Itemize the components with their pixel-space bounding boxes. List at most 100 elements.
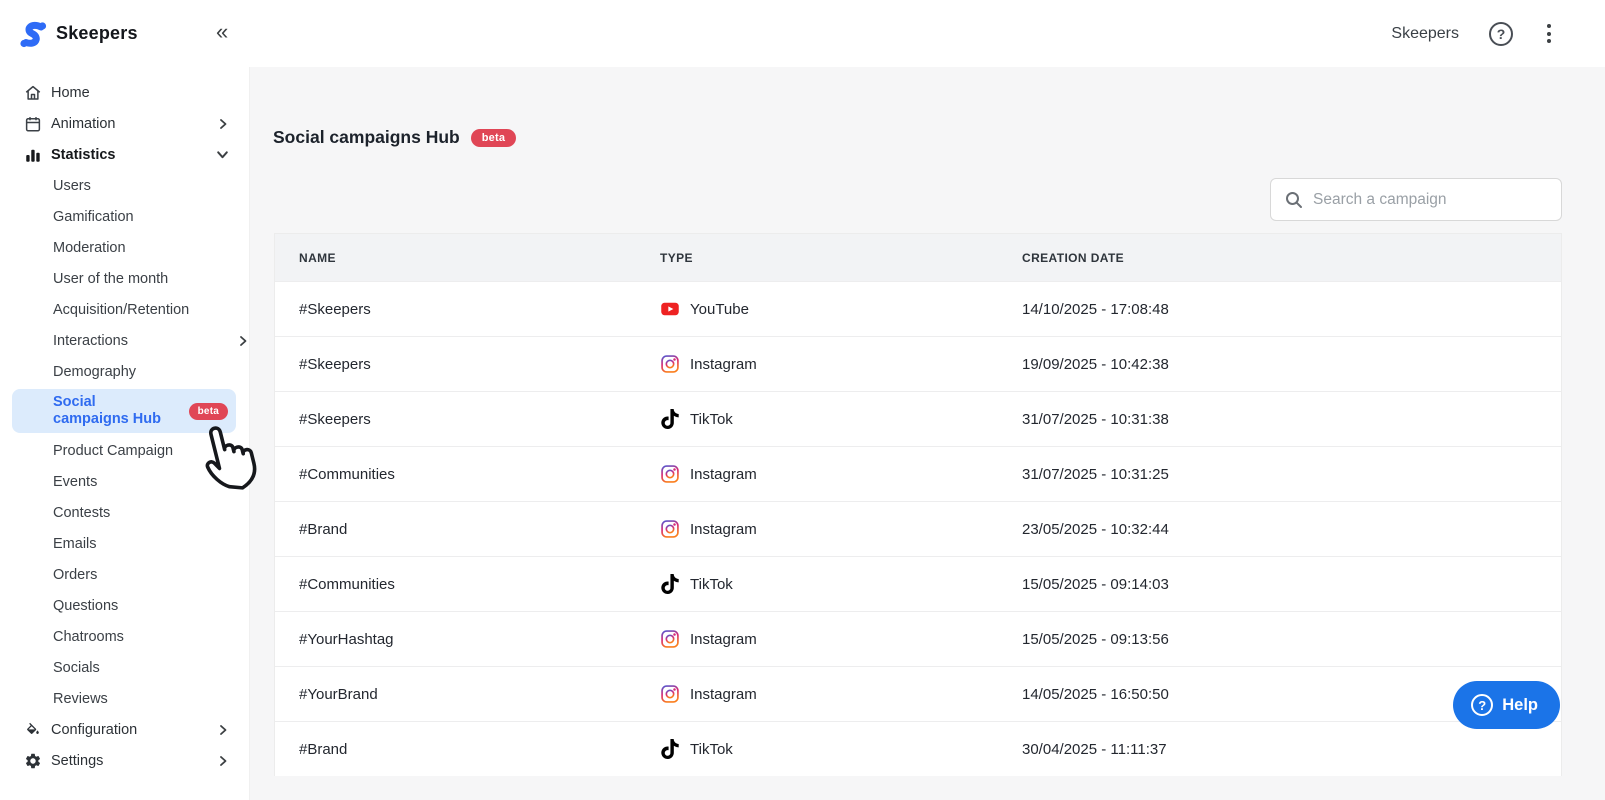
youtube-icon	[660, 299, 680, 319]
beta-badge: beta	[470, 128, 517, 147]
instagram-icon	[660, 629, 680, 649]
campaigns-table: NAME TYPE CREATION DATE #Skeepers YouTube…	[274, 233, 1562, 776]
table-row[interactable]: #Brand Instagram 23/05/2025 - 10:32:44	[275, 501, 1561, 556]
table-row[interactable]: #Communities Instagram 31/07/2025 - 10:31:…	[275, 446, 1561, 501]
sidebar-item-label: Gamification	[53, 208, 134, 225]
sidebar-item-demography[interactable]: Demography	[0, 356, 249, 387]
sidebar-item-label: Acquisition/Retention	[53, 301, 190, 318]
topbar: Skeepers « Skeepers ?	[0, 0, 1605, 67]
chevron-down-icon	[216, 148, 229, 161]
table-row[interactable]: #YourBrand Instagram 14/05/2025 - 16:50:50	[275, 666, 1561, 721]
platform-label: Instagram	[690, 685, 757, 703]
campaign-name: #Brand	[299, 520, 348, 538]
sidebar-item-moderation[interactable]: Moderation	[0, 232, 249, 263]
campaign-type: Instagram	[660, 684, 1022, 704]
table-row[interactable]: #Skeepers YouTube 14/10/2025 - 17:08:48	[275, 281, 1561, 336]
help-button[interactable]: ? Help	[1453, 681, 1560, 729]
campaign-type: TikTok	[660, 739, 1022, 759]
sidebar-item-label: Contests	[53, 504, 111, 521]
platform-label: TikTok	[690, 410, 733, 428]
brand-name: Skeepers	[56, 23, 138, 43]
platform-label: TikTok	[690, 740, 733, 758]
sidebar-item-label: Users	[53, 177, 91, 194]
home-icon	[24, 84, 42, 102]
bar-chart-icon	[24, 146, 42, 164]
sidebar-item-contests[interactable]: Contests	[0, 497, 249, 528]
table-row[interactable]: #YourHashtag Instagram 15/05/2025 - 09:13:…	[275, 611, 1561, 666]
page-title: Social campaigns Hub	[273, 127, 460, 147]
table-row[interactable]: #Communities TikTok 15/05/2025 - 09:14:03	[275, 556, 1561, 611]
sidebar-item-label: Questions	[53, 597, 119, 614]
search-box[interactable]	[1270, 178, 1562, 221]
kebab-menu-icon[interactable]	[1543, 20, 1555, 47]
sidebar-collapse-icon[interactable]: «	[216, 19, 229, 44]
sidebar-item-acquisition-retention[interactable]: Acquisition/Retention	[0, 294, 249, 325]
sidebar-item-home[interactable]: Home	[0, 77, 249, 108]
brand: Skeepers	[0, 18, 138, 50]
creation-date: 14/05/2025 - 16:50:50	[1022, 685, 1169, 703]
sidebar-beta-badge: beta	[188, 402, 228, 420]
tiktok-icon	[660, 409, 680, 429]
table-header-row: NAME TYPE CREATION DATE	[275, 234, 1561, 281]
tiktok-icon	[660, 574, 680, 594]
column-header-name: NAME	[299, 250, 336, 265]
campaign-type: Instagram	[660, 519, 1022, 539]
platform-label: TikTok	[690, 575, 733, 593]
sidebar-item-chatrooms[interactable]: Chatrooms	[0, 621, 249, 652]
table-row[interactable]: #Skeepers TikTok 31/07/2025 - 10:31:38	[275, 391, 1561, 446]
calendar-icon	[24, 115, 42, 133]
sidebar-item-configuration[interactable]: Configuration	[0, 714, 249, 745]
column-header-type: TYPE	[660, 250, 693, 265]
sidebar-item-reviews[interactable]: Reviews	[0, 683, 249, 714]
sidebar-item-label: Moderation	[53, 239, 126, 256]
sidebar-item-label: Configuration	[51, 721, 138, 738]
campaign-name: #Skeepers	[299, 355, 371, 373]
campaign-name: #Communities	[299, 465, 395, 483]
campaign-type: TikTok	[660, 409, 1022, 429]
sidebar-item-label: Emails	[53, 535, 97, 552]
campaign-type: Instagram	[660, 354, 1022, 374]
sidebar-item-events[interactable]: Events	[0, 466, 249, 497]
campaign-name: #Skeepers	[299, 410, 371, 428]
sidebar-item-label: Product Campaign	[53, 442, 174, 459]
sidebar-item-questions[interactable]: Questions	[0, 590, 249, 621]
platform-label: Instagram	[690, 630, 757, 648]
sidebar-item-social-campaigns-hub[interactable]: Social campaigns Hub beta	[12, 389, 236, 433]
sidebar-item-interactions[interactable]: Interactions	[0, 325, 249, 356]
sidebar-item-socials[interactable]: Socials	[0, 652, 249, 683]
sidebar-item-users[interactable]: Users	[0, 170, 249, 201]
campaign-name: #YourHashtag	[299, 630, 394, 648]
campaign-type: Instagram	[660, 464, 1022, 484]
search-input[interactable]	[1313, 190, 1547, 209]
sidebar-item-product-campaign[interactable]: Product Campaign	[0, 435, 249, 466]
sidebar-item-settings[interactable]: Settings	[0, 745, 249, 776]
platform-label: YouTube	[690, 300, 749, 318]
help-circle-icon[interactable]: ?	[1489, 21, 1513, 46]
sidebar-item-animation[interactable]: Animation	[0, 108, 249, 139]
column-header-creation-date: CREATION DATE	[1022, 250, 1125, 265]
sidebar-item-emails[interactable]: Emails	[0, 528, 249, 559]
sidebar-item-statistics[interactable]: Statistics	[0, 139, 249, 170]
main-content: Social campaigns Hub beta NAME TYPE CREA…	[250, 67, 1605, 800]
campaign-name: #Communities	[299, 575, 395, 593]
sidebar-item-label: Demography	[53, 363, 137, 380]
instagram-icon	[660, 464, 680, 484]
sidebar-item-orders[interactable]: Orders	[0, 559, 249, 590]
table-row[interactable]: #Skeepers Instagram 19/09/2025 - 10:42:38	[275, 336, 1561, 391]
paint-icon	[24, 721, 42, 739]
table-row[interactable]: #Brand TikTok 30/04/2025 - 11:11:37	[275, 721, 1561, 776]
page-title-row: Social campaigns Hub beta	[273, 127, 517, 148]
creation-date: 14/10/2025 - 17:08:48	[1022, 300, 1169, 318]
account-name[interactable]: Skeepers	[1391, 24, 1459, 42]
chevron-right-icon	[217, 755, 229, 767]
sidebar-item-label: Settings	[51, 752, 104, 769]
sidebar-nav: Home Animation Statistics Users Gamification…	[0, 67, 249, 776]
sidebar-item-gamification[interactable]: Gamification	[0, 201, 249, 232]
table-body: #Skeepers YouTube 14/10/2025 - 17:08:48 #Sk…	[275, 281, 1561, 776]
sidebar-item-label: Events	[53, 473, 98, 490]
instagram-icon	[660, 684, 680, 704]
sidebar-item-user-of-the-month[interactable]: User of the month	[0, 263, 249, 294]
campaign-type: TikTok	[660, 574, 1022, 594]
campaign-type: Instagram	[660, 629, 1022, 649]
sidebar-item-label: Socials	[53, 659, 100, 676]
